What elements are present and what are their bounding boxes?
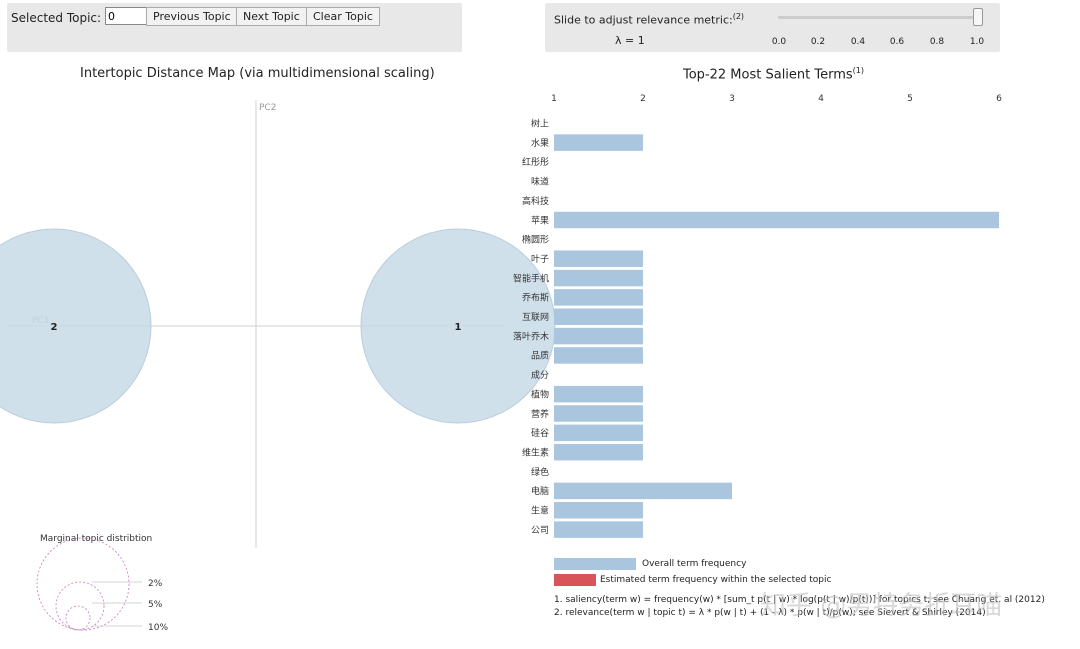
slider-tick: 0.0	[771, 37, 787, 47]
slider-tick: 0.4	[850, 37, 866, 47]
overall-frequency-swatch	[554, 558, 636, 570]
x-tick-label: 2	[640, 94, 646, 104]
term-label: 叶子	[531, 254, 549, 265]
clear-topic-button[interactable]: Clear Topic	[306, 7, 380, 26]
marginal-size-label: 10%	[148, 623, 168, 633]
relevance-slider-label: Slide to adjust relevance metric:(2)	[554, 12, 744, 27]
next-topic-button[interactable]: Next Topic	[236, 7, 307, 26]
overall-frequency-legend: Overall term frequency	[642, 559, 747, 569]
slider-tick: 0.6	[889, 37, 905, 47]
slider-tick: 0.8	[929, 37, 945, 47]
salient-terms-title: Top-22 Most Salient Terms(1)	[683, 66, 864, 82]
term-bar	[554, 327, 643, 345]
term-label: 生意	[531, 505, 549, 517]
marginal-size-circle	[65, 605, 91, 631]
term-label: 品质	[531, 350, 549, 362]
term-label: 成分	[531, 369, 549, 381]
topic-control-panel: Selected Topic: Previous Topic Next Topi…	[7, 3, 462, 52]
topic-circle	[360, 228, 556, 424]
intertopic-distance-map: PC2PC112	[0, 100, 556, 548]
x-tick-label: 1	[551, 94, 557, 104]
topic-circle	[0, 228, 152, 424]
term-label: 硅谷	[531, 427, 549, 439]
term-label: 电脑	[531, 485, 549, 497]
selected-frequency-swatch	[554, 574, 596, 586]
term-bar	[554, 424, 643, 442]
term-label: 植物	[531, 388, 549, 400]
x-tick-label: 5	[907, 94, 913, 104]
saliency-footnote: 1. saliency(term w) = frequency(w) * [su…	[554, 595, 1045, 605]
term-bar	[554, 289, 643, 306]
slider-tick: 1.0	[969, 37, 985, 47]
term-label: 味道	[531, 176, 549, 188]
term-bar	[554, 443, 643, 461]
term-label: 绿色	[531, 466, 549, 478]
relevance-slider-label-text: Slide to adjust relevance metric:	[554, 13, 733, 27]
marginal-size-circle	[55, 581, 105, 631]
term-label: 椭圆形	[522, 234, 549, 246]
x-tick-label: 3	[729, 94, 735, 104]
salient-terms-bar-chart: 1 2 3 4 5 6 树上水果红彤彤味道高科技苹果椭圆形叶子智能手机乔布斯互联网落叶乔木品…	[513, 94, 1002, 538]
term-bar	[554, 308, 643, 325]
intertopic-map-title: Intertopic Distance Map (via multidimens…	[80, 66, 435, 81]
slider-tick: 0.2	[810, 37, 826, 47]
term-bar	[554, 269, 643, 287]
term-label: 落叶乔木	[513, 330, 549, 342]
marginal-size-label: 2%	[148, 579, 163, 589]
relevance-slider-track[interactable]	[778, 16, 978, 19]
pc2-axis-label: PC2	[259, 103, 276, 113]
term-label: 水果	[531, 137, 549, 149]
watermark: 知乎 @男特务折耳喵	[760, 591, 1003, 621]
term-label: 乔布斯	[522, 292, 549, 304]
term-label: 高科技	[522, 195, 549, 207]
term-bar	[554, 482, 732, 500]
term-label: 公司	[531, 525, 549, 536]
x-tick-label: 4	[818, 94, 824, 104]
term-bar	[554, 405, 643, 422]
marginal-size-label: 5%	[148, 600, 163, 610]
term-label: 树上	[531, 118, 549, 130]
selected-topic-input[interactable]	[105, 7, 151, 25]
term-bar	[554, 521, 643, 538]
term-bar	[554, 134, 643, 151]
term-bar	[554, 250, 643, 267]
term-bar	[554, 502, 643, 519]
term-label: 红彤彤	[522, 156, 549, 168]
relevance-footnote: 2. relevance(term w | topic t) = λ * p(w…	[554, 608, 986, 618]
selected-frequency-legend: Estimated term frequency within the sele…	[600, 575, 832, 585]
marginal-title: Marginal topic distribtion	[40, 534, 152, 544]
previous-topic-button[interactable]: Previous Topic	[146, 7, 238, 26]
term-bar	[554, 211, 999, 229]
topic-label: 2	[51, 322, 58, 333]
term-bar	[554, 385, 643, 403]
term-label: 营养	[531, 408, 549, 420]
topic-label: 1	[455, 322, 462, 333]
relevance-slider-footnote: (2)	[732, 12, 745, 21]
relevance-control-panel: Slide to adjust relevance metric:(2) λ =…	[545, 3, 1000, 52]
selected-topic-label: Selected Topic:	[11, 11, 102, 25]
salient-terms-title-text: Top-22 Most Salient Terms	[683, 67, 853, 83]
x-tick-label: 6	[996, 94, 1002, 104]
marginal-size-circle	[36, 537, 130, 631]
term-label: 苹果	[531, 214, 549, 226]
salient-terms-title-footnote: (1)	[852, 66, 865, 75]
term-bar	[554, 347, 643, 364]
marginal-topic-distribution: Marginal topic distribtion 2% 5% 10%	[36, 534, 168, 633]
term-label: 智能手机	[513, 272, 549, 284]
term-label: 维生素	[522, 446, 549, 458]
lambda-value: λ = 1	[615, 34, 645, 47]
term-label: 互联网	[522, 312, 549, 323]
relevance-slider-thumb[interactable]	[973, 8, 983, 26]
